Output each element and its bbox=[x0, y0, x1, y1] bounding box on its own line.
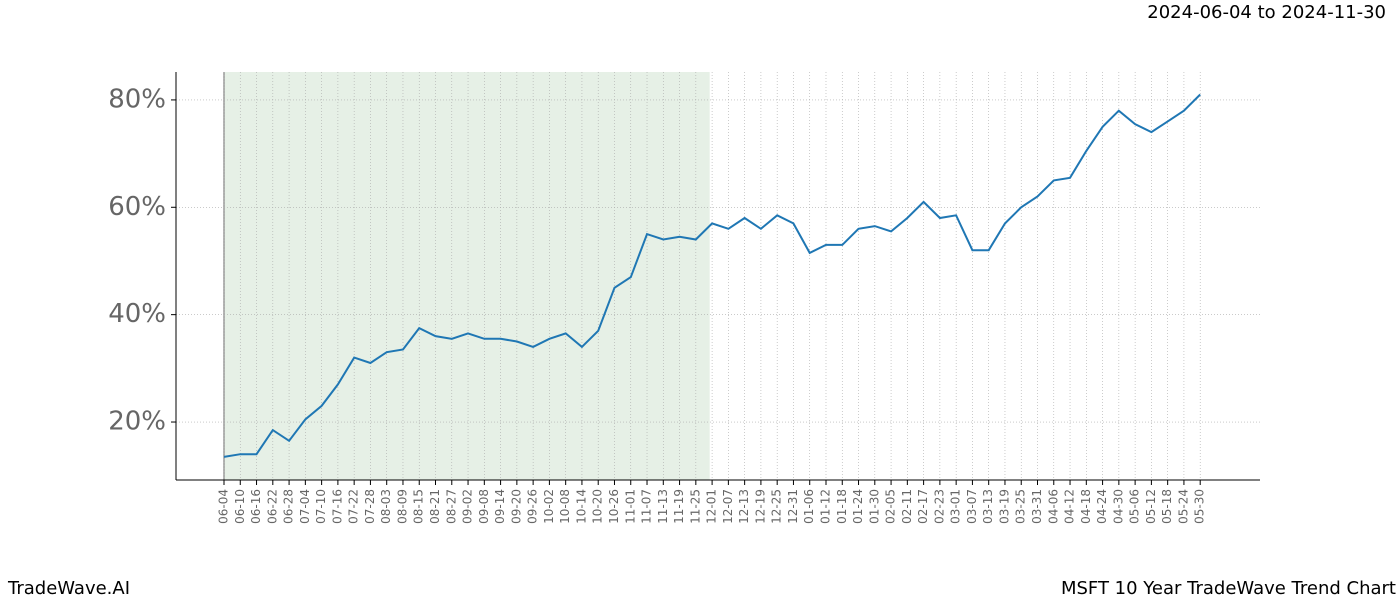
x-tick-label: 12-19 bbox=[753, 489, 767, 524]
x-tick-label: 09-14 bbox=[493, 489, 507, 524]
x-tick-label: 09-26 bbox=[526, 489, 540, 524]
x-tick-label: 08-09 bbox=[395, 489, 409, 524]
x-tick-label: 06-22 bbox=[265, 489, 279, 524]
x-tick-label: 08-27 bbox=[444, 489, 458, 524]
x-tick-label: 05-12 bbox=[1144, 489, 1158, 524]
trend-line bbox=[223, 93, 1201, 458]
x-tick-label: 06-16 bbox=[249, 489, 263, 524]
x-tick-label: 04-12 bbox=[1063, 489, 1077, 524]
x-tick-label: 10-20 bbox=[591, 489, 605, 524]
x-tick-label: 04-24 bbox=[1095, 489, 1109, 524]
x-tick-label: 03-31 bbox=[1030, 489, 1044, 524]
x-tick-label: 03-19 bbox=[997, 489, 1011, 524]
x-tick-label: 07-10 bbox=[314, 489, 328, 524]
x-tick-label: 08-03 bbox=[379, 489, 393, 524]
x-tick-label: 11-01 bbox=[623, 489, 637, 524]
x-tick-label: 12-31 bbox=[786, 489, 800, 524]
x-tick-label: 06-28 bbox=[282, 489, 296, 524]
x-tick-label: 08-21 bbox=[428, 489, 442, 524]
x-tick-label: 04-30 bbox=[1111, 489, 1125, 524]
x-tick-label: 01-30 bbox=[867, 489, 881, 524]
x-tick-label: 05-30 bbox=[1193, 489, 1207, 524]
x-tick-label: 09-08 bbox=[477, 489, 491, 524]
x-tick-label: 02-23 bbox=[932, 489, 946, 524]
y-tick-label: 40% bbox=[108, 299, 166, 329]
x-tick-label: 06-10 bbox=[233, 489, 247, 524]
x-tick-label: 01-06 bbox=[802, 489, 816, 524]
x-tick-label: 12-01 bbox=[705, 489, 719, 524]
x-tick-label: 11-25 bbox=[688, 489, 702, 524]
brand: TradeWave.AI bbox=[7, 578, 130, 599]
x-tick-label: 03-01 bbox=[949, 489, 963, 524]
y-tick-label: 20% bbox=[108, 407, 166, 437]
x-tick-label: 10-02 bbox=[542, 489, 556, 524]
x-tick-label: 07-04 bbox=[298, 489, 312, 524]
y-tick-label: 60% bbox=[108, 192, 166, 222]
x-tick-label: 10-26 bbox=[607, 489, 621, 524]
x-tick-label: 03-25 bbox=[1014, 489, 1028, 524]
x-tick-label: 07-22 bbox=[347, 489, 361, 524]
x-tick-label: 11-19 bbox=[672, 489, 686, 524]
x-tick-label: 05-06 bbox=[1128, 489, 1142, 524]
x-tick-label: 08-15 bbox=[412, 489, 426, 524]
x-tick-label: 05-18 bbox=[1160, 489, 1174, 524]
x-tick-label: 02-11 bbox=[900, 489, 914, 524]
x-tick-label: 12-13 bbox=[737, 489, 751, 524]
x-tick-label: 07-28 bbox=[363, 489, 377, 524]
x-tick-label: 12-25 bbox=[770, 489, 784, 524]
x-tick-label: 01-12 bbox=[818, 489, 832, 524]
plot-area: 06-04 06-10 06-16 06-22 06-28 07-04 07-10 07-16… bbox=[108, 72, 1260, 524]
x-tick-label: 02-17 bbox=[916, 489, 930, 524]
date-range: 2024-06-04 to 2024-11-30 bbox=[1147, 2, 1386, 23]
x-tick-label: 10-08 bbox=[558, 489, 572, 524]
x-tick-label: 02-05 bbox=[884, 489, 898, 524]
shaded-window bbox=[224, 72, 710, 480]
x-tick-label: 12-07 bbox=[721, 489, 735, 524]
x-tick-label: 03-13 bbox=[981, 489, 995, 524]
x-tick-label: 04-06 bbox=[1046, 489, 1060, 524]
chart-title: MSFT 10 Year TradeWave Trend Chart bbox=[1061, 578, 1396, 599]
x-tick-label: 05-24 bbox=[1176, 489, 1190, 524]
x-tick-label: 07-16 bbox=[330, 489, 344, 524]
x-tick-label: 03-07 bbox=[965, 489, 979, 524]
x-tick-label: 11-07 bbox=[640, 489, 654, 524]
x-tick-label: 06-04 bbox=[217, 489, 231, 524]
x-tick-label: 04-18 bbox=[1079, 489, 1093, 524]
x-tick-label: 01-24 bbox=[851, 489, 865, 524]
x-tick-label: 09-20 bbox=[509, 489, 523, 524]
x-tick-label: 10-14 bbox=[574, 489, 588, 524]
x-tick-label: 09-02 bbox=[461, 489, 475, 524]
x-tick-label: 01-18 bbox=[835, 489, 849, 524]
x-tick-label: 11-13 bbox=[656, 489, 670, 524]
y-tick-label: 80% bbox=[108, 84, 166, 114]
